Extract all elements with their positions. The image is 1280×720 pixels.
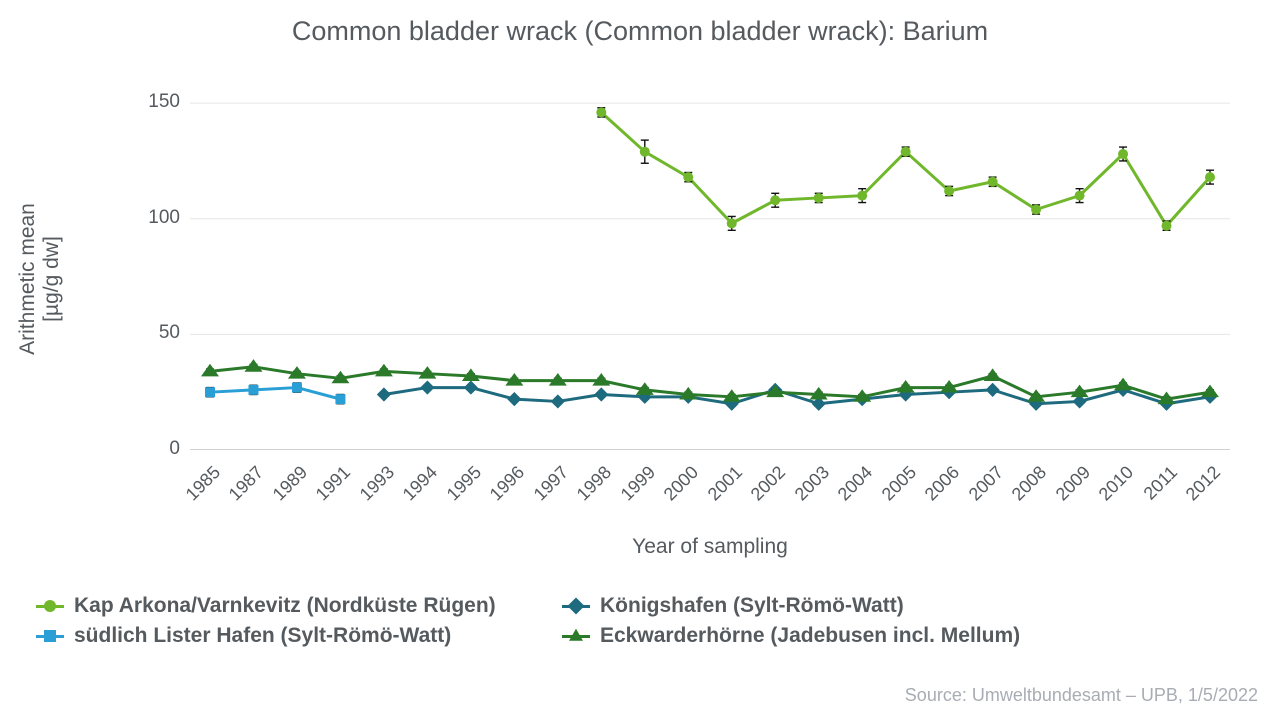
y-axis-label: Arithmetic mean [µg/g dw]: [16, 149, 64, 409]
y-tick-label: 100: [132, 207, 180, 229]
data-point: [984, 368, 1002, 381]
legend-marker-icon: [44, 630, 56, 642]
legend-line-icon: [562, 605, 590, 608]
x-axis-label: Year of sampling: [190, 535, 1230, 559]
data-point: [464, 380, 478, 394]
series-line: [210, 388, 340, 400]
data-point: [596, 107, 606, 117]
data-point: [770, 195, 780, 205]
legend-marker-icon: [568, 598, 585, 615]
data-point: [727, 218, 737, 228]
data-point: [335, 394, 345, 404]
legend-label: Kap Arkona/Varnkevitz (Nordküste Rügen): [74, 594, 496, 618]
plot-svg: [190, 80, 1230, 450]
data-point: [1162, 221, 1172, 231]
plot-area: [190, 80, 1230, 450]
source-attribution: Source: Umweltbundesamt – UPB, 1/5/2022: [905, 685, 1258, 706]
data-point: [420, 380, 434, 394]
data-point: [857, 191, 867, 201]
series-line: [210, 367, 1210, 399]
legend-item[interactable]: Königshafen (Sylt-Römö-Watt): [562, 594, 1062, 618]
data-point: [1114, 378, 1132, 391]
data-point: [640, 147, 650, 157]
data-point: [551, 394, 565, 408]
legend-line-icon: [36, 605, 64, 608]
data-point: [205, 387, 215, 397]
data-point: [1201, 385, 1219, 398]
y-tick-label: 50: [132, 322, 180, 344]
data-point: [986, 383, 1000, 397]
data-point: [683, 172, 693, 182]
y-tick-label: 0: [132, 438, 180, 460]
data-point: [507, 392, 521, 406]
legend-line-icon: [562, 635, 590, 638]
y-tick-label: 150: [132, 91, 180, 113]
legend-marker-icon: [44, 600, 56, 612]
data-point: [1205, 172, 1215, 182]
data-point: [901, 147, 911, 157]
data-point: [1118, 149, 1128, 159]
legend-item[interactable]: Kap Arkona/Varnkevitz (Nordküste Rügen): [36, 594, 536, 618]
legend-marker-icon: [569, 629, 583, 641]
series-line: [601, 112, 1210, 225]
data-point: [944, 186, 954, 196]
data-point: [244, 359, 262, 372]
legend-line-icon: [36, 635, 64, 638]
data-point: [1075, 191, 1085, 201]
data-point: [248, 385, 258, 395]
legend-label: südlich Lister Hafen (Sylt-Römö-Watt): [74, 624, 451, 648]
legend-label: Königshafen (Sylt-Römö-Watt): [600, 594, 904, 618]
data-point: [292, 383, 302, 393]
data-point: [814, 193, 824, 203]
data-point: [375, 364, 393, 377]
data-point: [1031, 205, 1041, 215]
chart-title: Common bladder wrack (Common bladder wra…: [0, 16, 1280, 47]
legend-item[interactable]: Eckwarderhörne (Jadebusen incl. Mellum): [562, 624, 1062, 648]
data-point: [988, 177, 998, 187]
data-point: [377, 387, 391, 401]
legend-label: Eckwarderhörne (Jadebusen incl. Mellum): [600, 624, 1020, 648]
data-point: [594, 387, 608, 401]
chart-container: Common bladder wrack (Common bladder wra…: [0, 0, 1280, 720]
legend-item[interactable]: südlich Lister Hafen (Sylt-Römö-Watt): [36, 624, 536, 648]
legend: Kap Arkona/Varnkevitz (Nordküste Rügen) K…: [36, 594, 1266, 654]
